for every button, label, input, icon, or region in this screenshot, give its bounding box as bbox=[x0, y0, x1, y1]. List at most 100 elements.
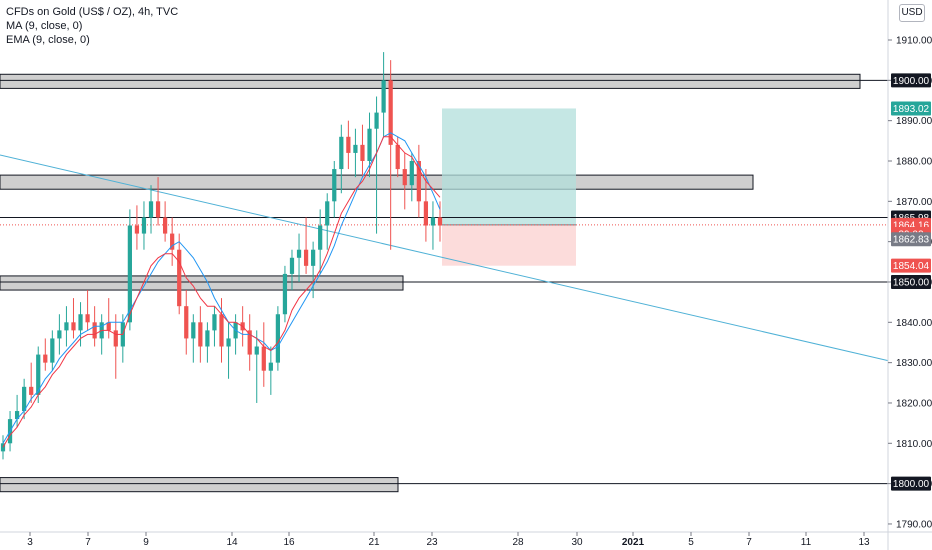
profit-zone bbox=[442, 108, 576, 225]
candle bbox=[339, 124, 344, 194]
candle-body bbox=[14, 411, 20, 420]
candle-body bbox=[339, 136, 344, 170]
candle bbox=[332, 160, 337, 218]
candle-body bbox=[162, 217, 168, 234]
candle bbox=[247, 314, 252, 371]
candle bbox=[311, 241, 316, 299]
candle-body bbox=[170, 233, 175, 250]
candle bbox=[254, 330, 259, 403]
time-tick-label: 5 bbox=[688, 537, 694, 548]
candle-body bbox=[311, 249, 316, 266]
price-tag-bg bbox=[891, 73, 931, 88]
legend-ema: EMA (9, close, 0) bbox=[6, 34, 90, 46]
candle-body bbox=[395, 144, 400, 170]
candle-body bbox=[78, 314, 83, 331]
candle bbox=[29, 362, 34, 403]
price-tick-label: 1880.00 bbox=[896, 156, 932, 167]
candle-body bbox=[325, 201, 330, 226]
candle-body bbox=[254, 346, 259, 355]
candle bbox=[233, 314, 238, 355]
candle-body bbox=[212, 314, 217, 331]
candle bbox=[14, 394, 20, 428]
candle-body bbox=[416, 160, 421, 202]
candle bbox=[191, 314, 196, 363]
time-tick-label: 3 bbox=[27, 537, 33, 548]
candle-body bbox=[71, 322, 76, 331]
zone-box bbox=[0, 477, 399, 493]
price-tag-bg bbox=[891, 101, 931, 116]
price-tick-label: 1830.00 bbox=[896, 358, 932, 369]
price-tag: 1854.04 bbox=[891, 258, 931, 273]
candle bbox=[198, 306, 203, 363]
price-tag-label: 1862.83 bbox=[893, 235, 930, 246]
candle-body bbox=[85, 314, 90, 323]
candle bbox=[318, 209, 323, 274]
candle-body bbox=[275, 314, 281, 363]
time-tick-label: 30 bbox=[571, 537, 583, 548]
price-tick-label: 1790.00 bbox=[896, 519, 932, 530]
candle bbox=[395, 136, 400, 178]
price-tag: 1862.83 bbox=[891, 232, 931, 247]
candle bbox=[170, 217, 175, 266]
candle bbox=[0, 435, 6, 460]
candle-body bbox=[374, 112, 379, 129]
candle bbox=[134, 205, 140, 250]
price-tag-bg bbox=[891, 476, 931, 491]
price-tick-label: 1840.00 bbox=[896, 318, 932, 329]
price-tag-label: 1864.16 bbox=[893, 220, 930, 231]
candle-body bbox=[205, 330, 210, 347]
candle-body bbox=[261, 346, 266, 371]
candle bbox=[289, 249, 295, 291]
candle-body bbox=[388, 80, 393, 145]
time-tick-label: 16 bbox=[283, 537, 295, 548]
candle-body bbox=[367, 128, 372, 161]
ma-line bbox=[2, 132, 441, 444]
price-tag-label: 1800.00 bbox=[893, 479, 930, 490]
candle-body bbox=[141, 217, 147, 234]
candle-body bbox=[198, 322, 203, 347]
candle-body bbox=[177, 249, 182, 307]
candle-body bbox=[381, 80, 386, 113]
currency-button[interactable]: USD bbox=[899, 4, 925, 22]
candle bbox=[268, 346, 273, 395]
candle bbox=[409, 152, 414, 202]
candle bbox=[177, 233, 182, 315]
candle bbox=[106, 298, 111, 339]
candle bbox=[296, 233, 302, 282]
zone-box bbox=[0, 73, 861, 89]
candle-body bbox=[50, 338, 55, 363]
candle-body bbox=[0, 443, 6, 452]
candle bbox=[64, 306, 69, 347]
price-tick-label: 1820.00 bbox=[896, 398, 932, 409]
candle bbox=[430, 201, 436, 250]
candle bbox=[148, 185, 154, 234]
price-tag-label: 1893.02 bbox=[893, 104, 930, 115]
price-tag-label: 1850.00 bbox=[893, 277, 930, 288]
candle bbox=[155, 177, 161, 226]
price-tag: 1900.00 bbox=[891, 73, 931, 88]
candle bbox=[205, 322, 210, 363]
time-tick-label: 2021 bbox=[622, 537, 645, 548]
candle bbox=[275, 306, 281, 371]
candle-body bbox=[64, 322, 69, 331]
candle bbox=[226, 322, 231, 379]
candle-body bbox=[57, 330, 62, 339]
price-tag: 1800.00 bbox=[891, 476, 931, 491]
candle bbox=[402, 152, 407, 210]
candle-body bbox=[409, 160, 414, 186]
price-tag: 1850.00 bbox=[891, 274, 931, 289]
candle-body bbox=[247, 330, 252, 355]
candle-body bbox=[36, 354, 41, 395]
zone-box bbox=[0, 275, 404, 291]
candle-body bbox=[92, 322, 97, 339]
candle-body bbox=[303, 249, 309, 266]
ema-line bbox=[2, 136, 441, 448]
loss-zone bbox=[442, 224, 576, 266]
candle bbox=[36, 346, 41, 403]
candle-body bbox=[423, 201, 429, 226]
candle-body bbox=[191, 322, 196, 339]
candle bbox=[184, 290, 189, 355]
chart-legend: CFDs on Gold (US$ / OZ), 4h, TVC MA (9, … bbox=[6, 5, 178, 47]
time-tick-label: 23 bbox=[426, 537, 438, 548]
